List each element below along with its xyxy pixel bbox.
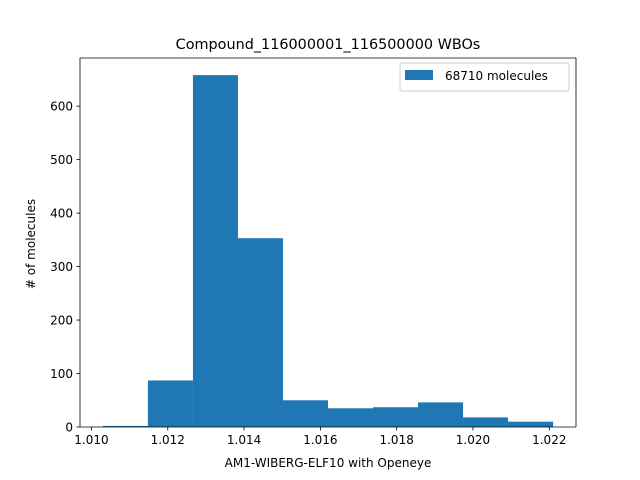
x-axis-label: AM1-WIBERG-ELF10 with Openeye: [225, 456, 432, 470]
x-axis-ticks: 1.010 1.012 1.014 1.016 1.018 1.020 1.022: [74, 427, 566, 447]
histogram-bar: [282, 400, 328, 427]
legend: 68710 molecules: [399, 62, 570, 92]
histogram-bar: [147, 380, 193, 427]
y-tick-label: 200: [50, 314, 73, 328]
y-tick-label: 500: [50, 153, 73, 167]
y-tick-label: 0: [65, 421, 73, 435]
y-tick-label: 300: [50, 260, 73, 274]
x-tick-label: 1.020: [456, 433, 490, 447]
x-tick-label: 1.010: [74, 433, 108, 447]
x-tick-label: 1.018: [379, 433, 413, 447]
histogram-bar: [508, 421, 554, 427]
y-axis-ticks: 0 100 200 300 400 500 600: [50, 100, 80, 435]
legend-box: [399, 62, 570, 92]
histogram-bar: [328, 408, 374, 427]
histogram-bar: [418, 402, 464, 427]
y-tick-label: 600: [50, 100, 73, 114]
y-tick-label: 100: [50, 367, 73, 381]
y-tick-label: 400: [50, 207, 73, 221]
legend-label: 68710 molecules: [445, 69, 548, 83]
histogram-bars: [102, 75, 554, 428]
histogram-bar: [237, 238, 283, 427]
x-tick-label: 1.014: [227, 433, 261, 447]
y-axis-label: # of molecules: [24, 199, 38, 289]
chart-title: Compound_116000001_116500000 WBOs: [176, 37, 481, 53]
histogram-bar: [463, 417, 509, 427]
x-tick-label: 1.022: [532, 433, 566, 447]
legend-swatch: [405, 70, 433, 80]
histogram-bar: [102, 425, 148, 427]
x-tick-label: 1.012: [151, 433, 185, 447]
histogram-bar: [192, 75, 238, 428]
histogram-bar: [373, 407, 419, 427]
axes-frame: [79, 57, 577, 428]
x-tick-label: 1.016: [303, 433, 337, 447]
